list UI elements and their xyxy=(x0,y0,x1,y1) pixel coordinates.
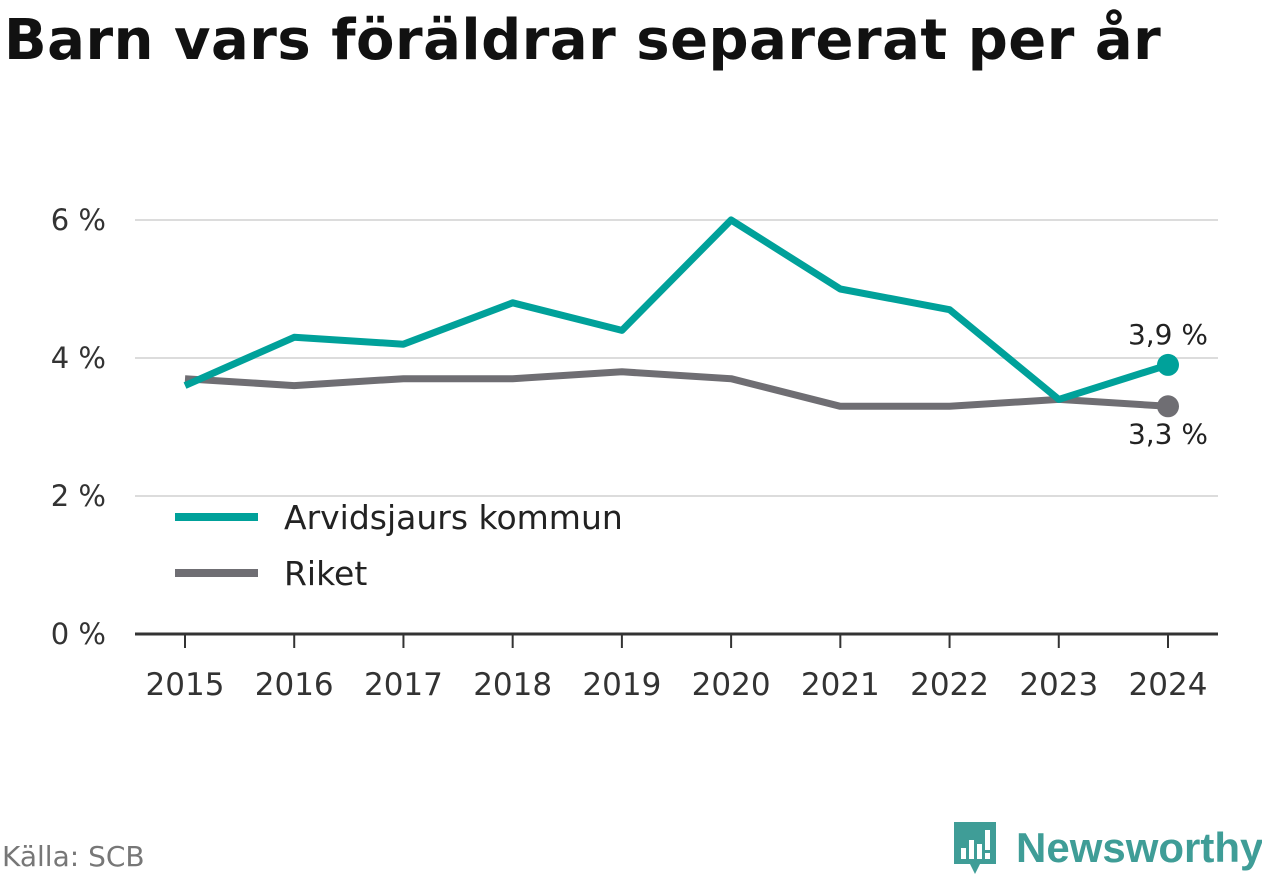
x-tick-label: 2021 xyxy=(801,667,880,703)
y-tick-label: 4 % xyxy=(51,341,106,375)
legend: Arvidsjaurs kommun Riket xyxy=(175,498,623,593)
x-tick-label: 2022 xyxy=(910,667,989,703)
x-tick-label: 2018 xyxy=(473,667,552,703)
x-tick-label: 2019 xyxy=(582,667,661,703)
x-tick-label: 2020 xyxy=(692,667,771,703)
data-label: 3,9 % xyxy=(1128,318,1208,351)
series-end-point xyxy=(1157,353,1179,376)
series-lines: 3,9 % 3,3 % xyxy=(183,216,1208,450)
line-chart: 0 % 2 % 4 % 6 % 2015 2016 2017 2018 2019 2020 202… xyxy=(51,203,1218,703)
series-end-point xyxy=(1157,395,1179,418)
series-line xyxy=(183,216,1170,403)
x-tick-label: 2016 xyxy=(255,667,334,703)
x-axis-ticks: 2015 2016 2017 2018 2019 2020 2021 2022 2023 2024 xyxy=(146,634,1208,703)
gridlines xyxy=(135,219,1218,497)
y-tick-label: 0 % xyxy=(51,617,106,651)
brand-logo: Newsworthy xyxy=(950,818,1262,878)
x-tick-label: 2024 xyxy=(1129,667,1208,703)
y-axis-ticks: 0 % 2 % 4 % 6 % xyxy=(51,203,106,651)
x-tick-label: 2017 xyxy=(364,667,443,703)
series-line xyxy=(184,368,1169,410)
data-label: 3,3 % xyxy=(1128,417,1208,450)
legend-label: Riket xyxy=(284,554,367,593)
x-tick-label: 2015 xyxy=(146,667,225,703)
y-tick-label: 6 % xyxy=(51,203,106,237)
newsworthy-logo-icon xyxy=(954,822,996,874)
legend-label: Arvidsjaurs kommun xyxy=(284,498,623,537)
chart-title: Barn vars föräldrar separerat per år xyxy=(4,8,1162,73)
brand-name: Newsworthy xyxy=(1016,824,1262,871)
source-note: Källa: SCB xyxy=(2,840,145,873)
x-tick-label: 2023 xyxy=(1019,667,1098,703)
y-tick-label: 2 % xyxy=(51,479,106,513)
